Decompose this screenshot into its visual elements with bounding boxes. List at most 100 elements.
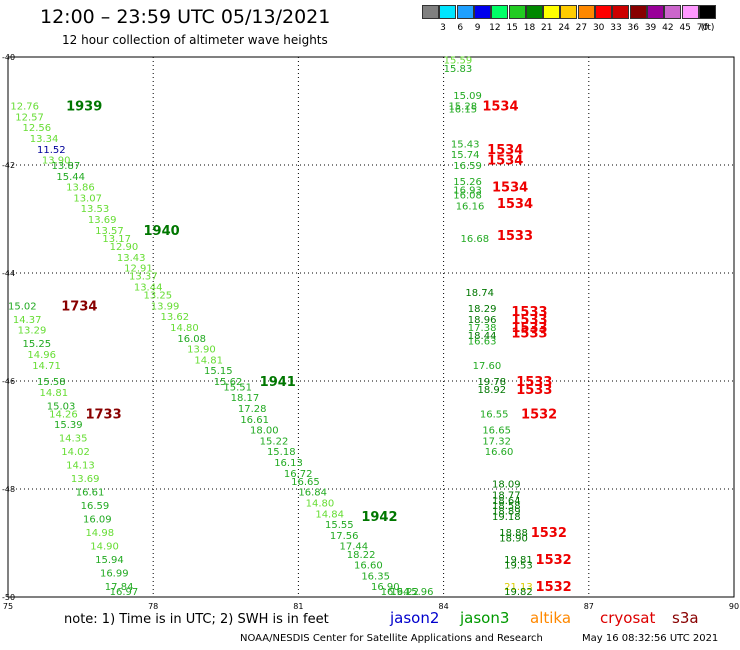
wave-height-value: 15.94 <box>95 555 124 566</box>
wave-height-value: 15.74 <box>451 150 480 161</box>
satellite-name: jason3 <box>460 609 510 627</box>
legend-swatch <box>508 5 526 19</box>
legend-label: 12 <box>489 23 501 33</box>
wave-height-value: 15.09 <box>453 91 482 102</box>
wave-height-value: 17.56 <box>330 531 359 542</box>
wave-height-value: 18.17 <box>231 393 260 404</box>
wave-height-value: 13.86 <box>66 183 95 194</box>
wave-height-value: 16.65 <box>291 477 320 488</box>
wave-height-value: 18.09 <box>492 480 521 491</box>
legend-label: 27 <box>575 23 588 33</box>
wave-height-value: 18.58 <box>492 501 521 512</box>
generated-timestamp: May 16 08:32:56 UTC 2021 <box>582 633 719 644</box>
wave-height-value: 14.81 <box>194 355 223 366</box>
legend-swatch <box>456 5 474 19</box>
legend-swatch <box>543 5 561 19</box>
wave-height-value: 13.57 <box>95 226 124 237</box>
pass-label: 1734 <box>61 299 97 314</box>
pass-label: 1533 <box>516 383 552 398</box>
wave-height-value: 13.90 <box>42 156 71 167</box>
wave-height-value: 16.60 <box>354 561 383 572</box>
legend-label: 21 <box>541 23 553 33</box>
wave-height-value: 14.26 <box>49 409 78 420</box>
wave-height-value: 13.69 <box>88 215 117 226</box>
wave-height-value: 18.89 <box>492 507 521 518</box>
wave-height-value: 13.53 <box>81 204 110 215</box>
legend-swatch <box>681 5 699 19</box>
wave-height-value: 16.61 <box>240 415 269 426</box>
page-title: 12:00 – 23:59 UTC 05/13/2021 <box>40 6 331 28</box>
wave-height-value: 13.29 <box>18 326 47 337</box>
wave-height-value: 16.90 <box>371 582 400 593</box>
wave-height-value: 16.93 <box>453 185 482 196</box>
wave-height-value: 18.92 <box>477 385 506 396</box>
pass-label: 1533 <box>511 321 547 336</box>
wave-height-value: 12.76 <box>10 102 39 113</box>
wave-height-value: 15.43 <box>451 139 480 150</box>
footer-note: note: 1) Time is in UTC; 2) SWH is in fe… <box>64 612 329 627</box>
wave-height-value: 21.13 <box>504 582 533 593</box>
wave-height-value: 16.15 <box>448 104 477 115</box>
wave-height-value: 14.13 <box>66 461 95 472</box>
pass-label: 1733 <box>85 407 121 422</box>
pass-label: 1534 <box>482 100 518 115</box>
wave-height-value: 14.02 <box>61 447 90 458</box>
legend-label: 45 <box>679 23 691 33</box>
wave-height-value: 14.80 <box>170 323 199 334</box>
wave-height-value: 15.15 <box>204 366 233 377</box>
legend-label: 42 <box>662 23 674 33</box>
pass-label: 1532 <box>521 407 557 422</box>
wave-height-value: 15.39 <box>54 420 83 431</box>
wave-height-value: 16.55 <box>480 409 509 420</box>
wave-height-value: 18.64 <box>492 496 521 507</box>
lat-tick-label: -42 <box>2 161 15 170</box>
wave-height-value: 16.59 <box>453 161 482 172</box>
wave-height-value: 16.09 <box>83 515 112 526</box>
wave-height-map: 75 78 81 84 87 90 -40 -42 -44 -46 -48 -50 12.7612.57… <box>2 53 739 610</box>
wave-height-value: 18.90 <box>499 534 528 545</box>
wave-height-value: 16.22 <box>390 587 419 598</box>
pass-label: 1534 <box>487 143 523 158</box>
wave-height-value: 14.37 <box>13 315 42 326</box>
wave-height-value: 18.00 <box>250 426 279 437</box>
lon-tick-label: 87 <box>584 602 594 610</box>
legend-label: 36 <box>627 23 639 33</box>
legend-swatch <box>698 5 716 19</box>
wave-height-value: 16.59 <box>81 501 110 512</box>
legend-swatch <box>473 5 491 19</box>
wave-height-value: 12.57 <box>15 112 44 123</box>
pass-label: 1534 <box>492 181 528 196</box>
wave-height-value: 19.81 <box>504 555 533 566</box>
wave-height-value: 13.25 <box>144 291 173 302</box>
pass-label: 1532 <box>531 526 567 541</box>
wave-height-value: 14.81 <box>39 388 68 399</box>
wave-height-value: 16.61 <box>76 488 105 499</box>
wave-height-value: 14.35 <box>59 434 88 445</box>
wave-height-value: 18.29 <box>468 304 497 315</box>
wave-height-value: 16.99 <box>100 569 129 580</box>
satellite-name: s3a <box>672 609 699 627</box>
legend-swatch <box>560 5 578 19</box>
wave-height-value: 14.98 <box>85 528 114 539</box>
wave-height-value: 15.26 <box>453 177 482 188</box>
satellite-name: altika <box>530 609 572 627</box>
pass-label: 1534 <box>487 154 523 169</box>
satellite-name: jason2 <box>390 609 440 627</box>
pass-label: 1534 <box>497 197 533 212</box>
wave-height-value: 12.91 <box>124 264 153 275</box>
lat-tick-label: -50 <box>2 593 15 602</box>
pass-label: 1533 <box>511 305 547 320</box>
wave-height-value: 16.13 <box>274 458 303 469</box>
wave-height-value: 18.88 <box>499 528 528 539</box>
wave-height-value: 18.96 <box>468 315 497 326</box>
wave-height-value: 16.08 <box>177 334 206 345</box>
lon-tick-label: 84 <box>439 602 449 610</box>
wave-height-value: 11.52 <box>37 145 66 156</box>
legend-unit: (ft) <box>700 23 715 33</box>
wave-height-value: 16.68 <box>461 234 490 245</box>
wave-height-value: 13.62 <box>160 312 189 323</box>
wave-height-value: 15.55 <box>325 520 354 531</box>
wave-height-value: 18.74 <box>465 288 494 299</box>
legend-label: 24 <box>558 23 570 33</box>
wave-height-value: 13.07 <box>73 193 102 204</box>
